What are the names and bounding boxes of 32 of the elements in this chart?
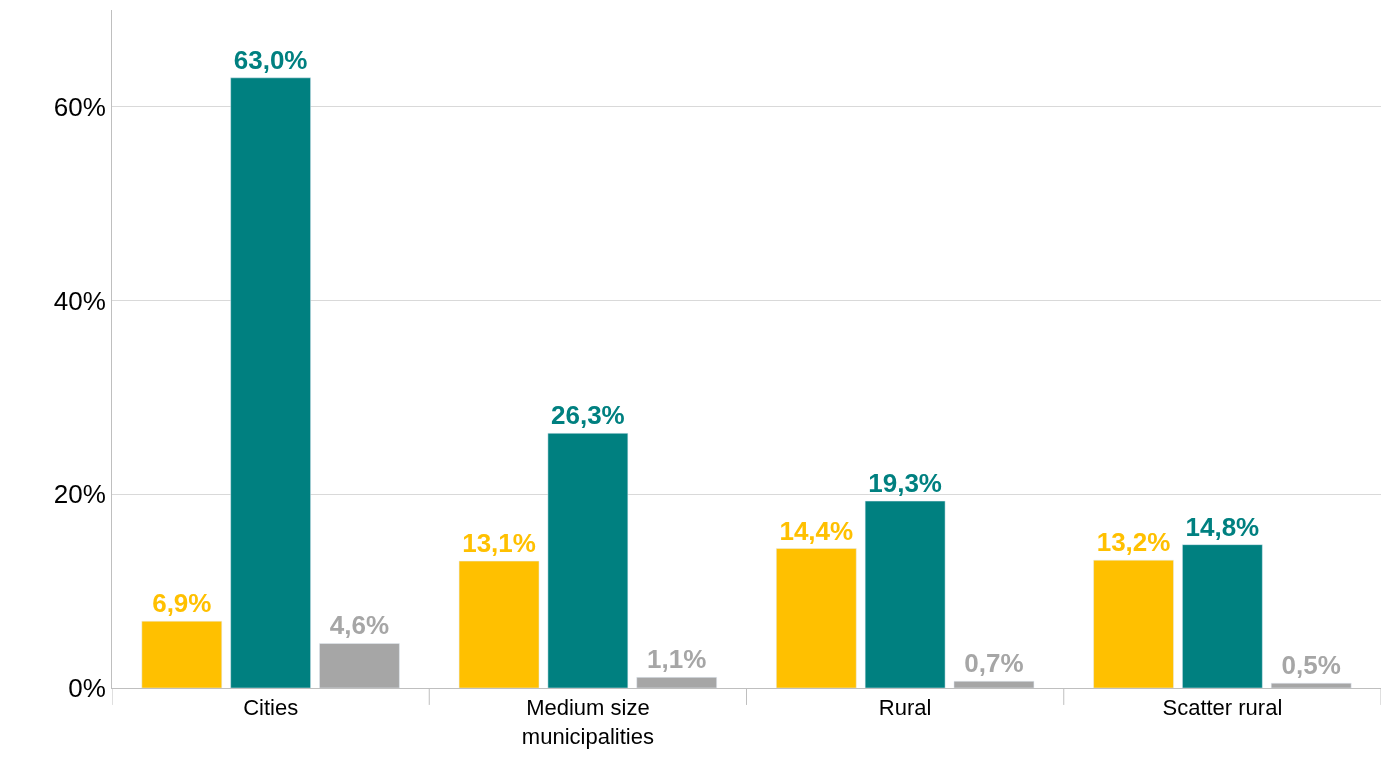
y-tick-label: 60% — [53, 91, 106, 122]
data-label: 14,4% — [779, 515, 854, 546]
x-tick-label: Scatter rural — [1162, 695, 1283, 721]
y-tick-label: 40% — [53, 285, 106, 316]
bar — [864, 500, 946, 688]
bar — [319, 643, 400, 688]
bar — [141, 620, 223, 688]
y-tick-label: 0% — [68, 673, 106, 704]
x-tick-label: Medium size municipalities — [521, 695, 654, 749]
bar — [547, 433, 629, 688]
data-label: 4,6% — [329, 610, 390, 641]
x-tick-label: Cities — [243, 695, 299, 721]
bar — [636, 677, 717, 688]
data-label: 19,3% — [868, 468, 942, 499]
bar — [776, 548, 857, 688]
data-label: 13,2% — [1096, 527, 1171, 558]
bar — [1182, 544, 1263, 688]
data-label: 0,7% — [964, 648, 1024, 679]
y-tick-label: 20% — [53, 479, 106, 510]
data-label: 14,8% — [1185, 511, 1260, 542]
data-label: 6,9% — [152, 588, 212, 619]
bar — [1093, 559, 1174, 688]
data-label: 13,1% — [462, 528, 536, 559]
data-label: 63,0% — [233, 44, 308, 75]
bar — [953, 680, 1035, 688]
data-label: 26,3% — [551, 400, 625, 431]
data-label: 0,5% — [1281, 650, 1341, 681]
bar — [1270, 682, 1352, 688]
data-label: 1,1% — [647, 644, 707, 675]
bar — [230, 77, 311, 688]
x-tick-label: Rural — [878, 695, 932, 721]
bar — [458, 560, 540, 688]
